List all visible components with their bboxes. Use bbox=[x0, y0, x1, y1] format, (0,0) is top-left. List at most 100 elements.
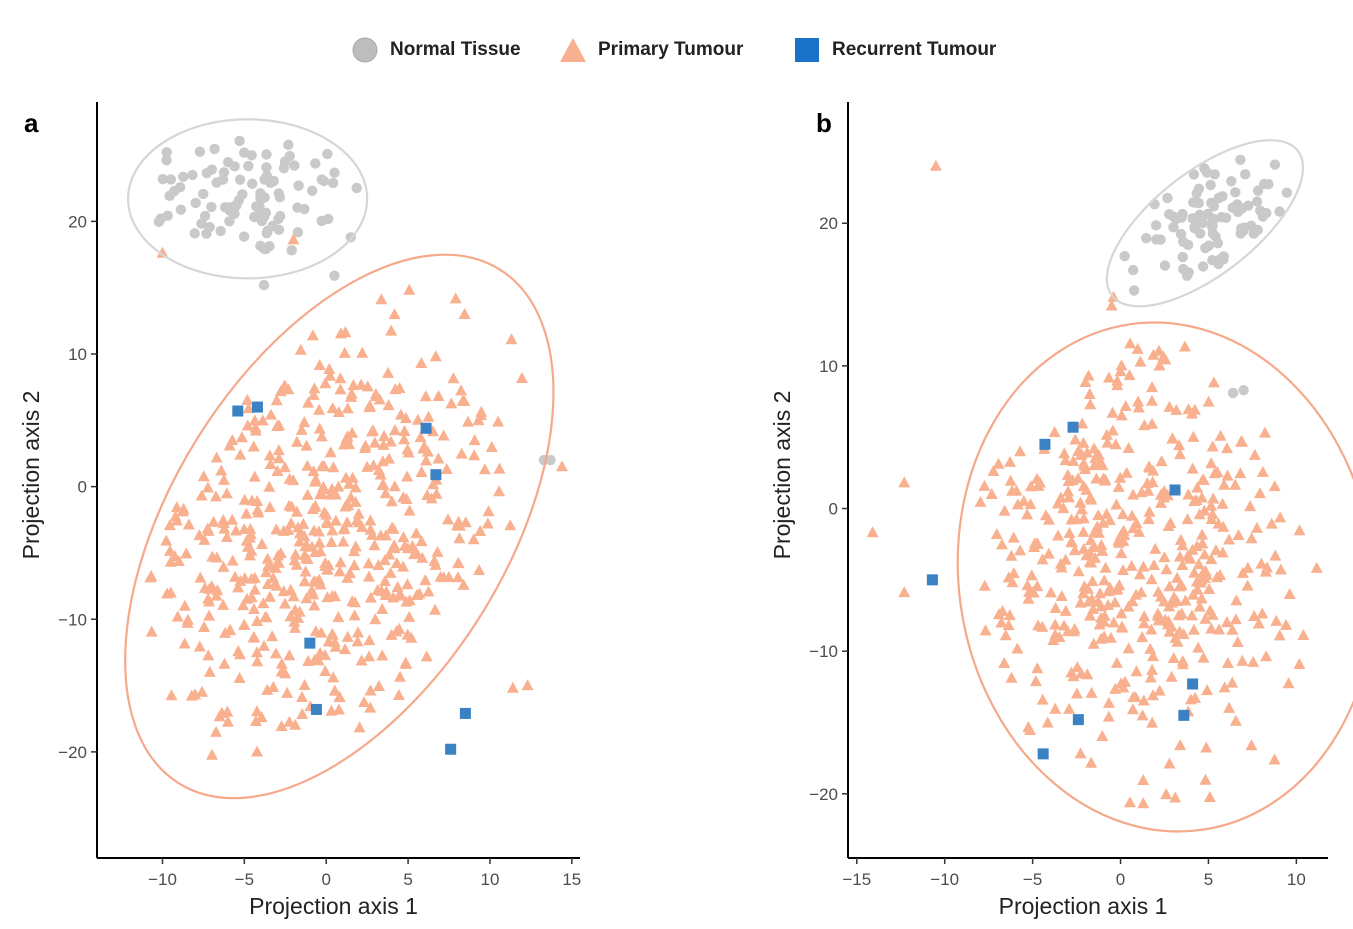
primary-tumour-point bbox=[473, 564, 486, 576]
primary-tumour-point bbox=[1126, 703, 1139, 715]
primary-tumour-point bbox=[1042, 547, 1055, 559]
primary-tumour-point bbox=[1130, 665, 1143, 677]
normal-tissue-point bbox=[161, 147, 172, 158]
primary-tumour-point bbox=[1255, 557, 1268, 569]
primary-tumour-point bbox=[1115, 677, 1128, 689]
normal-tissue-point bbox=[1194, 209, 1205, 220]
normal-tissue-point bbox=[1207, 228, 1219, 239]
primary-tumour-point bbox=[362, 570, 375, 582]
primary-tumour-point bbox=[1185, 407, 1198, 419]
primary-tumour-point bbox=[178, 637, 191, 649]
primary-tumour-point bbox=[1119, 675, 1132, 687]
primary-tumour-point bbox=[468, 449, 481, 461]
primary-tumour-point bbox=[319, 557, 332, 569]
primary-tumour-point bbox=[1090, 472, 1103, 484]
primary-tumour-point bbox=[275, 719, 288, 731]
primary-tumour-point bbox=[1095, 632, 1108, 644]
normal-tissue-point bbox=[273, 213, 284, 225]
primary-tumour-point bbox=[1067, 455, 1080, 467]
normal-tissue-point bbox=[1177, 251, 1188, 263]
recurrent-tumour-point bbox=[1067, 421, 1079, 433]
primary-tumour-point bbox=[1033, 476, 1046, 488]
primary-tumour-point bbox=[410, 546, 423, 558]
primary-tumour-point bbox=[1082, 595, 1095, 607]
normal-tissue-point bbox=[1178, 263, 1189, 275]
primary-tumour-point bbox=[1176, 654, 1189, 666]
primary-tumour-point bbox=[163, 544, 176, 556]
primary-tumour-point bbox=[392, 689, 405, 701]
primary-tumour-point bbox=[205, 580, 218, 592]
primary-tumour-point bbox=[300, 551, 313, 563]
primary-tumour-point bbox=[987, 464, 1000, 476]
primary-tumour-point bbox=[1198, 504, 1211, 516]
normal-tissue-point bbox=[1252, 224, 1263, 236]
primary-tumour-point bbox=[428, 554, 441, 566]
primary-tumour-point bbox=[390, 557, 403, 569]
primary-tumour-point bbox=[1007, 567, 1020, 579]
primary-tumour-point bbox=[1002, 571, 1015, 583]
primary-tumour-point bbox=[1123, 796, 1136, 808]
primary-tumour-point bbox=[327, 461, 340, 473]
primary-tumour-point bbox=[1188, 566, 1201, 578]
primary-tumour-point bbox=[176, 505, 189, 517]
primary-tumour-point bbox=[1133, 525, 1146, 537]
primary-tumour-point bbox=[309, 475, 322, 487]
primary-tumour-point bbox=[1175, 579, 1188, 591]
primary-tumour-point bbox=[1236, 654, 1249, 666]
primary-tumour-point bbox=[306, 329, 319, 341]
primary-tumour-point bbox=[1115, 620, 1128, 632]
normal-tissue-point bbox=[187, 169, 198, 181]
recurrent-tumour-point bbox=[304, 637, 316, 649]
primary-tumour-point bbox=[358, 695, 371, 707]
primary-tumour-point bbox=[285, 500, 298, 512]
primary-tumour-point bbox=[383, 548, 396, 560]
normal-tissue-point bbox=[1170, 213, 1182, 225]
primary-tumour-point bbox=[1197, 651, 1210, 663]
primary-tumour-point bbox=[1113, 579, 1126, 591]
primary-tumour-point bbox=[1200, 741, 1213, 753]
normal-tissue-point bbox=[1155, 234, 1166, 245]
primary-tumour-point bbox=[348, 559, 361, 571]
primary-tumour-point bbox=[1268, 480, 1281, 492]
primary-tumour-point bbox=[1137, 797, 1150, 809]
primary-tumour-point bbox=[393, 381, 406, 393]
primary-tumour-point bbox=[1138, 617, 1151, 629]
normal-tissue-point bbox=[1202, 208, 1214, 220]
primary-tumour-point bbox=[1184, 693, 1197, 705]
primary-tumour-point bbox=[244, 528, 257, 540]
primary-tumour-point bbox=[210, 725, 223, 737]
primary-tumour-point bbox=[1110, 498, 1123, 510]
primary-tumour-point bbox=[400, 412, 413, 424]
primary-tumour-point bbox=[249, 421, 262, 433]
normal-tissue-point bbox=[1213, 258, 1224, 270]
primary-tumour-point bbox=[226, 513, 239, 525]
primary-tumour-point bbox=[164, 586, 177, 598]
primary-tumour-point bbox=[1194, 576, 1207, 588]
primary-tumour-point bbox=[301, 459, 314, 471]
primary-tumour-point bbox=[1143, 460, 1156, 472]
normal-tissue-point bbox=[1235, 154, 1246, 165]
primary-tumour-point bbox=[388, 424, 401, 436]
normal-tissue-point bbox=[1150, 220, 1162, 231]
primary-tumour-point bbox=[334, 372, 347, 384]
primary-tumour-point bbox=[1216, 497, 1229, 509]
primary-tumour-point bbox=[1036, 693, 1049, 705]
normal-tissue-point bbox=[1249, 227, 1260, 239]
primary-tumour-point bbox=[451, 571, 464, 583]
primary-tumour-point bbox=[324, 446, 337, 458]
primary-tumour-point bbox=[378, 429, 391, 441]
primary-tumour-point bbox=[343, 477, 356, 489]
primary-tumour-point bbox=[385, 628, 398, 640]
primary-tumour-point bbox=[264, 457, 277, 469]
primary-tumour-point bbox=[298, 416, 311, 428]
primary-tumour-point bbox=[385, 495, 398, 507]
normal-tissue-point bbox=[1176, 212, 1187, 223]
primary-tumour-point bbox=[309, 545, 322, 557]
x-tick-label: 0 bbox=[321, 870, 330, 889]
primary-tumour-point bbox=[1089, 452, 1102, 464]
primary-tumour-point bbox=[248, 631, 261, 643]
primary-tumour-point bbox=[327, 671, 340, 683]
primary-tumour-point bbox=[1182, 403, 1195, 415]
primary-tumour-point bbox=[317, 480, 330, 492]
primary-tumour-point bbox=[1075, 447, 1088, 459]
